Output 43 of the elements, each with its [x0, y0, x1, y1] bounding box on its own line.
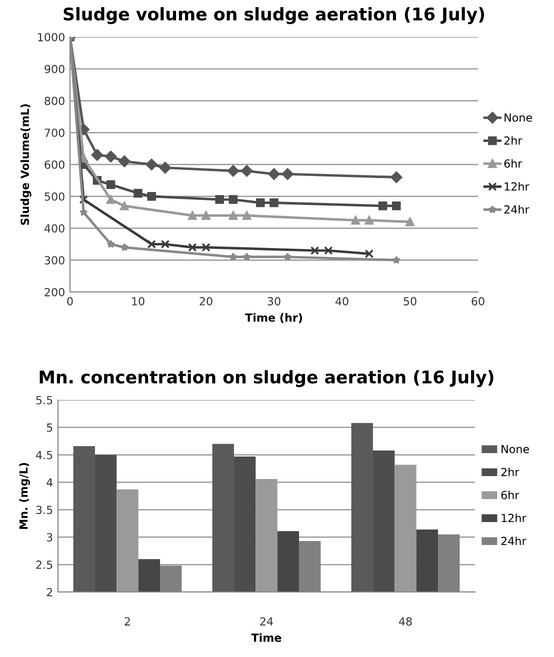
- chart-title: Sludge volume on sludge aeration (16 July): [64, 7, 484, 24]
- y-tick-label: 4: [46, 478, 53, 487]
- y-tick-label: 2: [46, 588, 52, 596]
- x-axis-title: Time (hr): [245, 313, 302, 324]
- legend-label: 6hr: [504, 159, 522, 168]
- y-tick-label: 800: [44, 96, 64, 106]
- y-tick-label: 400: [44, 224, 64, 233]
- y-tick-label: 300: [44, 256, 64, 265]
- legend-label: 24hr: [504, 205, 530, 214]
- y-tick-label: 2.5: [36, 560, 52, 569]
- legend-label: 12hr: [504, 182, 530, 191]
- y-tick-label: 5.5: [36, 396, 52, 404]
- chart-title: Mn. concentration on sludge aeration (16 July): [40, 370, 494, 388]
- x-tick-label: 60: [472, 297, 484, 306]
- y-tick-label: 700: [44, 128, 64, 138]
- y-axis-title: Mn. (mg/L): [19, 463, 30, 529]
- legend-label: 2hr: [504, 136, 522, 145]
- x-tick-label: 30: [268, 297, 280, 306]
- y-tick-label: 3: [46, 533, 52, 542]
- y-tick-label: 600: [44, 160, 64, 169]
- y-tick-label: 3.5: [36, 506, 52, 514]
- legend-label: None: [502, 445, 529, 454]
- legend-label: 2hr: [501, 468, 520, 476]
- y-tick-label: 500: [44, 192, 64, 201]
- y-tick-label: 900: [44, 64, 64, 74]
- x-tick-label: 0: [67, 297, 73, 306]
- legend-label: None: [504, 114, 532, 122]
- x-tick-label: 10: [132, 297, 144, 306]
- legend-label: 6hr: [501, 490, 520, 500]
- x-tick-label: 50: [404, 297, 416, 306]
- y-tick-label: 200: [44, 288, 64, 296]
- legend-label: 24hr: [501, 536, 526, 546]
- y-tick-label: 1000: [38, 32, 64, 42]
- x-tick-label: 20: [200, 297, 212, 306]
- x-tick-label: 48: [398, 617, 412, 626]
- legend-label: 12hr: [502, 514, 526, 522]
- x-tick-label: 24: [260, 617, 273, 626]
- x-tick-label: 40: [335, 297, 348, 306]
- x-axis-title: Time: [251, 633, 282, 642]
- y-axis-title: Sludge Volume(mL): [20, 104, 32, 225]
- y-tick-label: 5: [46, 424, 52, 432]
- y-tick-label: 4.5: [36, 450, 52, 460]
- x-tick-label: 2: [124, 617, 130, 626]
